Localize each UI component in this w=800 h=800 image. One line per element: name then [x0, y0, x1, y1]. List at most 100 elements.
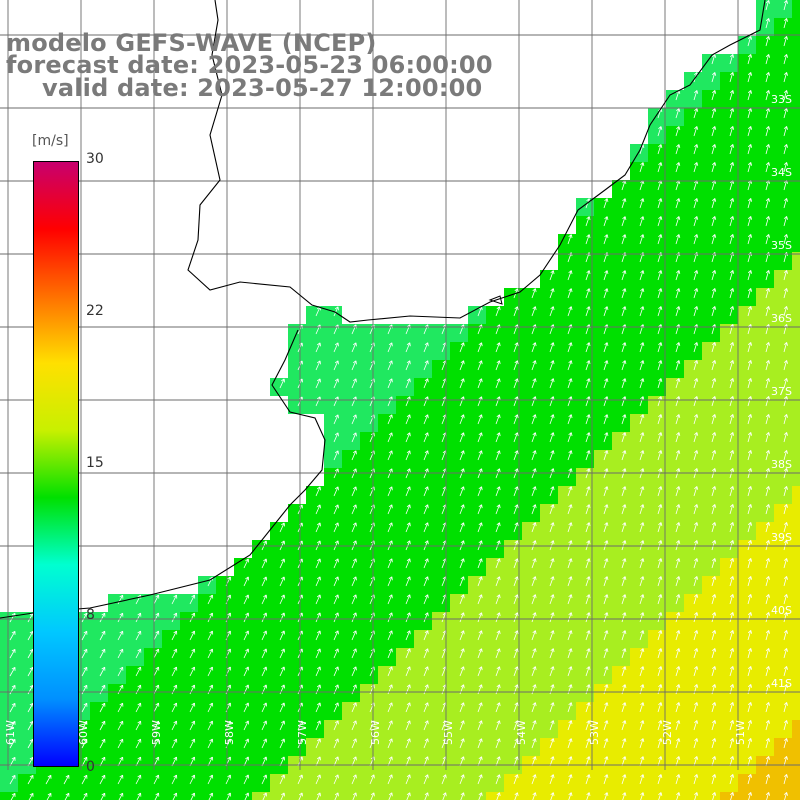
wind-arrow	[387, 630, 393, 641]
wind-arrow	[99, 666, 106, 677]
wind-arrow	[567, 360, 573, 371]
wind-arrow	[513, 612, 519, 623]
wind-arrow	[568, 792, 573, 800]
wind-arrow	[675, 504, 681, 515]
wind-arrow	[333, 774, 339, 785]
wind-arrow	[460, 792, 465, 800]
wind-arrow	[9, 738, 16, 749]
wind-arrow	[567, 414, 573, 425]
wind-arrow	[567, 648, 573, 659]
wind-arrow	[783, 216, 788, 227]
wind-arrow	[280, 792, 285, 800]
wind-arrow	[729, 738, 735, 749]
wind-arrow	[477, 594, 483, 605]
wind-arrow	[567, 702, 573, 713]
wind-arrow	[513, 702, 519, 713]
wind-arrow	[621, 432, 627, 443]
wind-arrow	[604, 792, 609, 800]
wind-arrow	[567, 270, 573, 281]
wind-arrow	[711, 738, 717, 749]
wind-arrow	[711, 504, 717, 515]
wind-arrow	[315, 504, 321, 515]
wind-arrow	[477, 576, 483, 587]
wind-arrow	[171, 648, 178, 659]
wind-arrow	[783, 36, 788, 47]
lat-label: 40S	[771, 604, 792, 617]
wind-arrow	[315, 648, 321, 659]
wind-arrow	[621, 288, 627, 299]
wind-arrow	[315, 486, 321, 497]
wind-arrow	[459, 504, 465, 515]
wind-arrow	[783, 666, 788, 677]
wind-arrow	[64, 792, 70, 800]
wind-arrow	[585, 738, 591, 749]
wind-arrow	[423, 378, 429, 389]
wind-arrow	[693, 486, 699, 497]
wind-arrow	[334, 792, 339, 800]
wind-arrow	[136, 792, 142, 800]
wind-arrow	[693, 396, 699, 407]
wind-arrow	[765, 0, 771, 11]
lon-label: 56W	[369, 720, 382, 745]
wind-arrow	[747, 594, 753, 605]
wind-arrow	[675, 450, 681, 461]
wind-arrow	[675, 360, 681, 371]
wind-arrow	[405, 702, 411, 713]
wind-arrow	[495, 576, 501, 587]
wind-arrow	[351, 648, 357, 659]
wind-arrow	[585, 432, 591, 443]
grid-labels: 33S 34S 35S 36S 37S 38S 39S 40S 41S 61W 60W 59W 58W 5…	[4, 93, 792, 745]
wind-arrow	[351, 666, 357, 677]
wind-arrow	[729, 414, 735, 425]
wind-arrow	[10, 792, 16, 800]
wind-arrow	[747, 306, 753, 317]
wind-arrow	[189, 738, 196, 749]
wind-arrow	[783, 774, 788, 785]
wind-arrow	[279, 774, 285, 785]
wind-arrow	[513, 756, 519, 767]
wind-arrow	[477, 324, 483, 335]
wind-arrow	[171, 630, 178, 641]
wind-arrow	[81, 630, 88, 641]
wind-arrow	[171, 702, 178, 713]
wind-arrow	[549, 558, 555, 569]
wind-arrow	[603, 432, 609, 443]
wind-arrow	[387, 414, 393, 425]
lon-label: 59W	[150, 720, 163, 745]
wind-arrow	[657, 666, 663, 677]
wind-arrow	[585, 216, 591, 227]
wind-arrow	[639, 360, 645, 371]
wind-arrow	[603, 198, 609, 209]
wind-arrow	[603, 342, 609, 353]
wind-arrow	[333, 306, 339, 317]
wind-arrow	[639, 720, 645, 731]
wind-arrow	[729, 522, 735, 533]
wind-arrow	[657, 288, 663, 299]
wind-arrow	[711, 756, 717, 767]
wind-arrow	[747, 198, 753, 209]
wind-arrow	[675, 738, 681, 749]
wind-arrow	[189, 774, 196, 785]
wind-arrow	[315, 378, 321, 389]
wind-arrow	[387, 594, 393, 605]
wind-arrow	[532, 792, 537, 800]
wind-arrow	[477, 522, 483, 533]
wind-arrow	[747, 738, 753, 749]
wind-arrow	[405, 576, 411, 587]
wind-arrow	[387, 324, 393, 335]
wind-arrow	[621, 486, 627, 497]
wind-arrow	[244, 792, 250, 800]
wind-arrow	[513, 666, 519, 677]
wind-arrow	[387, 612, 393, 623]
wind-arrow	[117, 648, 124, 659]
wind-arrow	[477, 414, 483, 425]
wind-arrow	[783, 360, 788, 371]
wind-arrow	[639, 738, 645, 749]
wind-arrow	[495, 342, 501, 353]
wind-arrow	[747, 720, 753, 731]
wind-arrow	[711, 594, 717, 605]
wind-arrow	[783, 630, 788, 641]
wind-arrow	[585, 396, 591, 407]
wind-arrow	[657, 360, 663, 371]
wind-arrow	[405, 756, 411, 767]
